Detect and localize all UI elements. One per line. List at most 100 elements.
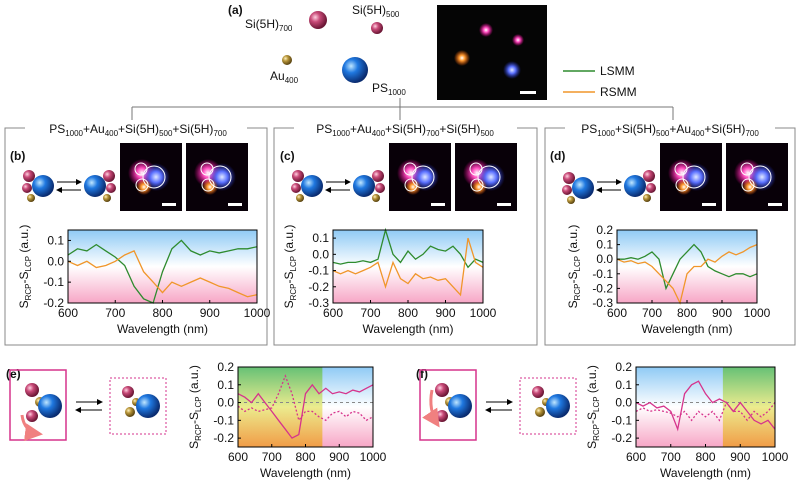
panel-label: (e) xyxy=(6,367,21,381)
x-axis-label: Wavelength (nm) xyxy=(660,466,751,480)
particle xyxy=(353,175,375,197)
data-line xyxy=(67,250,258,298)
y-tick-label: 0.2 xyxy=(615,360,632,374)
particle xyxy=(563,172,575,184)
x-tick-label: 800 xyxy=(295,450,315,464)
subscript: 500 xyxy=(386,10,400,19)
particle-label: Si(5H)700 xyxy=(245,17,293,33)
text-part: Si(5H) xyxy=(352,3,386,17)
text-part: +Au xyxy=(350,122,372,136)
particle xyxy=(136,394,160,418)
scale-bar xyxy=(431,203,445,206)
text-part: PS xyxy=(316,122,332,136)
subscript: 1000 xyxy=(65,129,83,138)
text-part: -S xyxy=(17,272,31,284)
subscript: 700 xyxy=(213,129,227,138)
rotation-arrow xyxy=(20,414,43,442)
data-line xyxy=(67,239,258,304)
outline xyxy=(469,162,483,176)
y-tick-label: 0.2 xyxy=(596,223,613,237)
x-tick-label: 800 xyxy=(398,306,418,320)
particle xyxy=(372,194,380,202)
particle xyxy=(572,177,594,199)
y-tick-label: 0.1 xyxy=(312,231,329,245)
particle xyxy=(106,183,116,193)
x-tick-label: 700 xyxy=(360,306,380,320)
scale-bar xyxy=(702,203,716,206)
x-tick-label: 900 xyxy=(329,450,349,464)
x-tick-label: 1000 xyxy=(744,306,771,320)
particle xyxy=(309,11,327,29)
y-tick-label: -0.1 xyxy=(592,267,613,281)
particle xyxy=(301,175,323,197)
outline xyxy=(477,165,501,189)
subscript: 500 xyxy=(656,129,670,138)
highlight-region xyxy=(238,367,323,447)
x-tick-label: 600 xyxy=(323,306,343,320)
particle xyxy=(375,183,385,193)
panel-label: (d) xyxy=(550,149,565,163)
micrograph xyxy=(437,5,547,100)
text-part: +Au xyxy=(669,122,691,136)
outline xyxy=(142,165,166,189)
text-part: S xyxy=(187,441,201,449)
y-tick-label: -0.2 xyxy=(611,431,632,445)
particle xyxy=(103,194,111,202)
outline xyxy=(748,165,772,189)
text-part: +Si(5H) xyxy=(172,122,213,136)
scale-bar xyxy=(520,91,536,94)
spot xyxy=(512,34,524,46)
spot xyxy=(454,50,470,66)
particle xyxy=(103,170,115,182)
particle xyxy=(38,394,62,418)
particle-label: Si(5H)500 xyxy=(352,3,400,19)
x-tick-label: 600 xyxy=(58,306,78,320)
subscript: LCP xyxy=(24,256,33,272)
text-part: +Au xyxy=(83,122,105,136)
x-tick-label: 600 xyxy=(228,450,248,464)
x-tick-label: 900 xyxy=(730,450,750,464)
particle xyxy=(546,394,570,418)
particle xyxy=(448,394,472,418)
data-line xyxy=(332,227,484,269)
text-part: -S xyxy=(566,272,580,284)
y-tick-label: -0.1 xyxy=(213,413,234,427)
plot-background xyxy=(333,230,483,303)
spot xyxy=(479,23,493,37)
particle xyxy=(535,407,545,417)
text-part: S xyxy=(566,300,580,308)
y-tick-label: -0.2 xyxy=(213,431,234,445)
legend-label: LSMM xyxy=(600,64,635,78)
outline xyxy=(201,178,215,192)
text-part: S xyxy=(282,300,296,308)
subscript: LCP xyxy=(592,396,601,412)
y-tick-label: 0.1 xyxy=(47,233,64,247)
data-line xyxy=(332,237,484,297)
subscript: 400 xyxy=(372,129,386,138)
outline xyxy=(682,165,706,189)
frame xyxy=(519,377,577,435)
data-line xyxy=(237,374,374,422)
subscript: 1000 xyxy=(388,88,406,97)
subscript: 700 xyxy=(426,129,440,138)
y-axis-label: SRCP-SLCP (a.u.) xyxy=(566,225,582,309)
x-tick-label: 700 xyxy=(262,450,282,464)
text-part: +Si(5H) xyxy=(118,122,159,136)
y-tick-label: 0.1 xyxy=(217,378,234,392)
outline xyxy=(740,162,754,176)
outline xyxy=(135,178,149,192)
subscript: 400 xyxy=(691,129,705,138)
x-tick-label: 700 xyxy=(661,450,681,464)
particle xyxy=(435,383,449,397)
x-tick-label: 600 xyxy=(607,306,627,320)
outline xyxy=(134,162,148,176)
y-tick-label: -0.1 xyxy=(43,275,64,289)
subscript: 700 xyxy=(745,129,759,138)
particle xyxy=(291,183,301,193)
panel-title: PS1000+Au400+Si(5H)700+Si(5H)500 xyxy=(316,122,494,138)
x-tick-label: 1000 xyxy=(360,450,387,464)
frame xyxy=(419,369,477,441)
text-part: PS xyxy=(372,81,388,95)
x-axis-label: Wavelength (nm) xyxy=(260,466,351,480)
title-bg xyxy=(25,120,247,136)
